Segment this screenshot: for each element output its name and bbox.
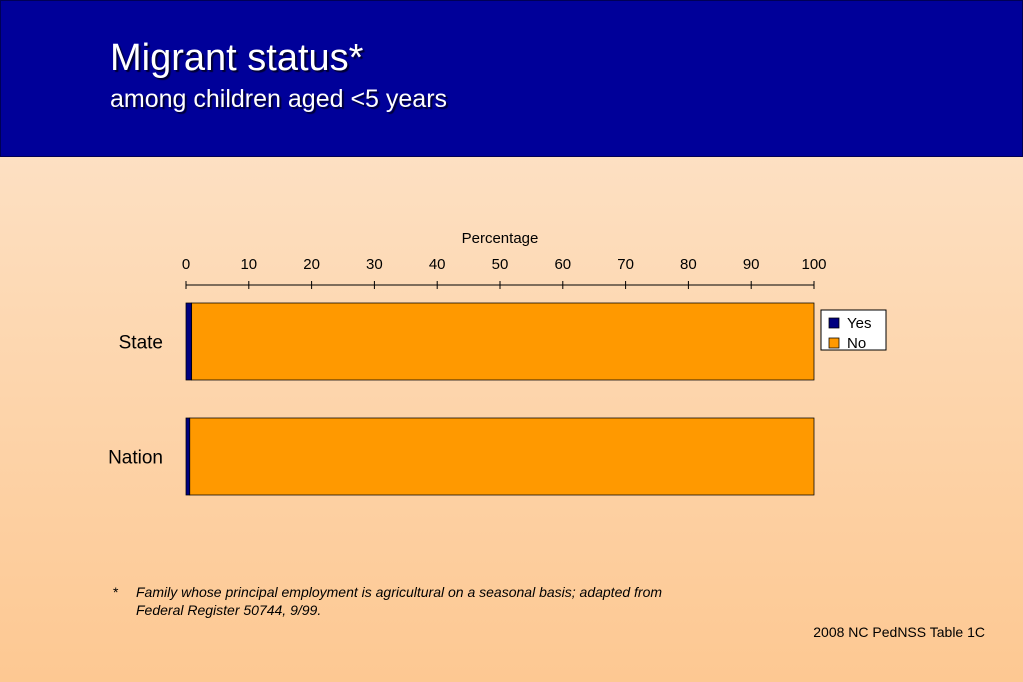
bar-state-no <box>191 302 815 381</box>
footnote-line-2: Federal Register 50744, 9/99. <box>136 602 322 618</box>
x-axis-title: Percentage <box>462 230 539 247</box>
page-subtitle: among children aged <5 years <box>110 85 448 113</box>
page-title: Migrant status* <box>110 37 364 79</box>
x-tick-label: 0 <box>182 256 190 273</box>
x-tick-label: 10 <box>240 256 257 273</box>
source-citation: 2008 NC PedNSS Table 1C <box>813 624 985 640</box>
x-tick-label: 40 <box>429 256 446 273</box>
category-label-nation: Nation <box>108 448 163 469</box>
bar-nation-no <box>189 417 815 496</box>
x-tick-label: 100 <box>801 256 826 273</box>
x-tick-label: 50 <box>492 256 509 273</box>
legend-label-yes: Yes <box>847 315 871 332</box>
x-tick-label: 30 <box>366 256 383 273</box>
x-tick-label: 60 <box>554 256 571 273</box>
legend-label-no: No <box>847 335 866 352</box>
footnote-line-1: Family whose principal employment is agr… <box>136 584 663 600</box>
title-banner: Migrant status* among children aged <5 y… <box>0 0 1023 157</box>
legend-swatch-yes <box>828 317 840 329</box>
bar-state-yes <box>185 302 193 381</box>
category-label-state: State <box>119 333 163 354</box>
footnote-marker: * <box>113 584 119 600</box>
x-tick-label: 20 <box>303 256 320 273</box>
x-tick-label: 70 <box>617 256 634 273</box>
bar-nation-yes <box>185 417 191 496</box>
x-tick-label: 80 <box>680 256 697 273</box>
legend-swatch-no <box>828 337 840 349</box>
x-tick-label: 90 <box>743 256 760 273</box>
